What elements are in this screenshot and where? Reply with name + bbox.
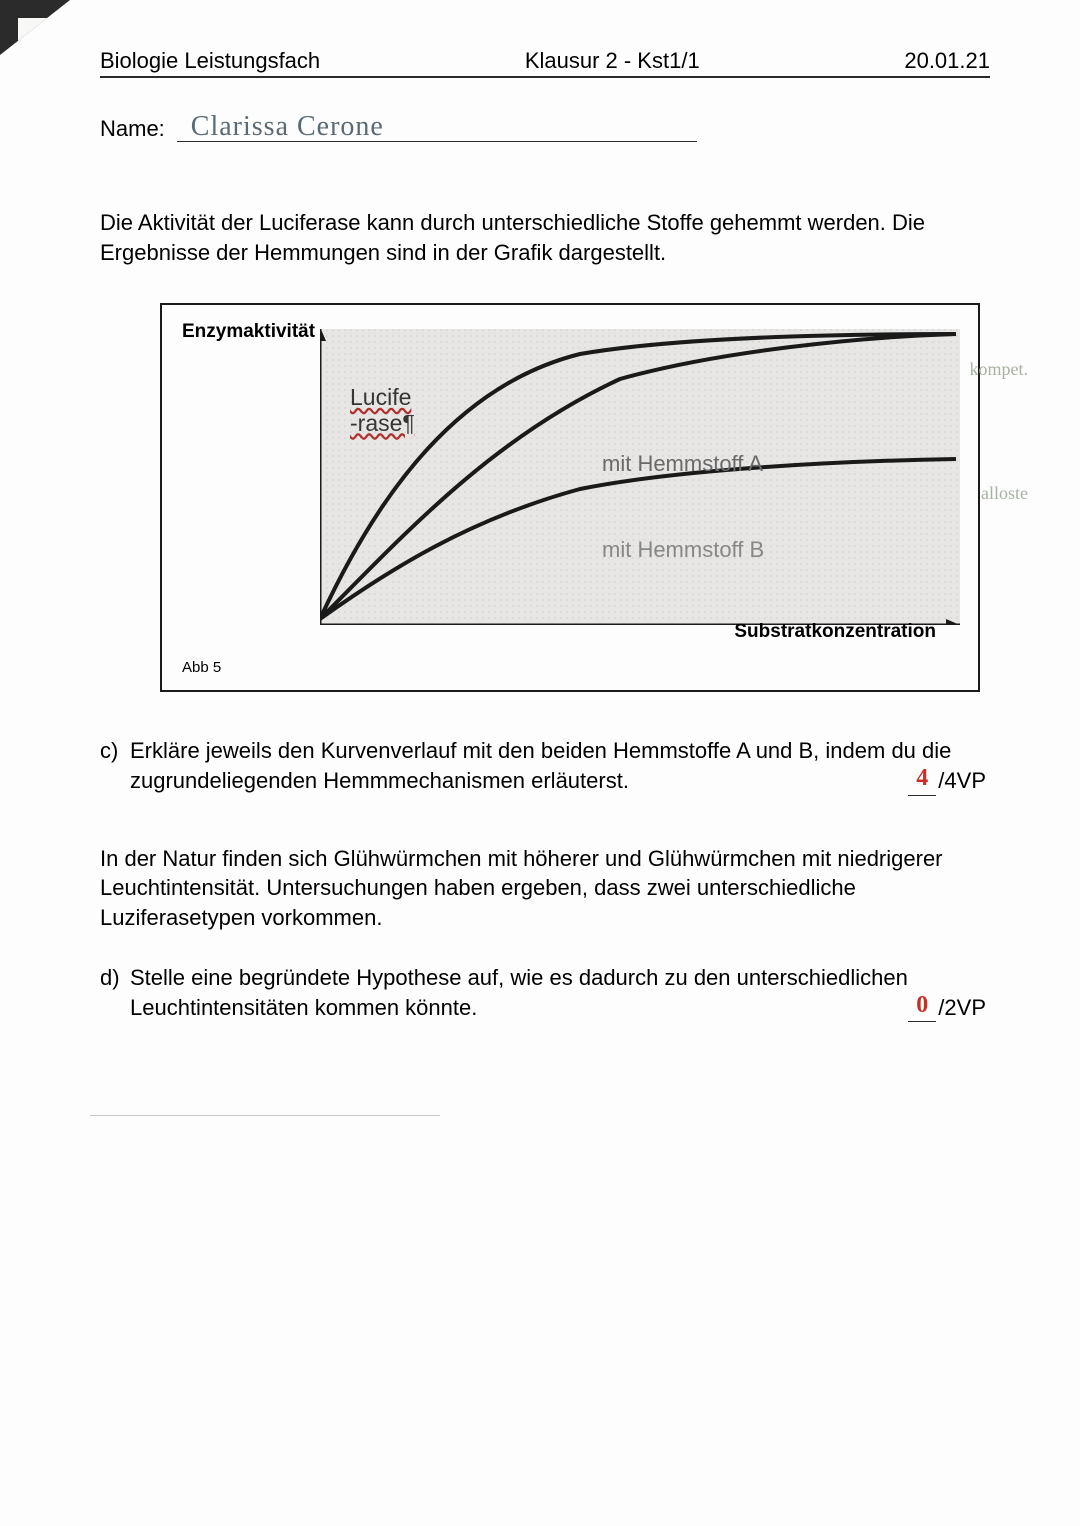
enzyme-label-line1: Lucife <box>350 384 411 410</box>
question-d-text-1: Stelle eine begründete Hypothese auf, wi… <box>130 965 908 990</box>
question-d-score-written: 0 <box>908 989 936 1022</box>
question-c-letter: c) <box>100 736 130 795</box>
question-c-text-1: Erkläre jeweils den Kurvenverlauf mit de… <box>130 738 951 763</box>
student-name-handwritten: Clarissa Cerone <box>191 111 384 143</box>
series-label-a: mit Hemmstoff A <box>602 451 763 477</box>
name-input-line: Clarissa Cerone <box>177 112 697 142</box>
question-c-score-max: /4VP <box>938 766 986 796</box>
page-curl-decoration <box>0 0 70 55</box>
enzyme-label: Lucife -rase¶ <box>350 385 415 436</box>
chart-area: Enzymaktivität Lucife -rase¶ <box>182 323 958 653</box>
header-subject: Biologie Leistungsfach <box>100 48 320 74</box>
name-label: Name: <box>100 116 165 142</box>
header-date: 20.01.21 <box>904 48 990 74</box>
y-axis-label: Enzymaktivität <box>182 321 315 343</box>
intro-paragraph: Die Aktivität der Luciferase kann durch … <box>100 208 990 267</box>
question-c-score: 4 /4VP <box>908 762 986 795</box>
question-d-text-2: Leuchtintensitäten kommen könnte. <box>130 995 477 1020</box>
question-d: d) Stelle eine begründete Hypothese auf,… <box>100 963 990 1022</box>
enzyme-label-line2: -rase¶ <box>350 410 415 436</box>
question-d-body: Stelle eine begründete Hypothese auf, wi… <box>130 963 990 1022</box>
question-d-letter: d) <box>100 963 130 1022</box>
margin-note-kompetitiv: kompet. <box>970 359 1029 380</box>
x-axis-label: Substratkonzentration <box>734 621 936 643</box>
chart-plot <box>320 329 960 625</box>
question-d-score: 0 /2VP <box>908 989 986 1022</box>
figure-number: Abb 5 <box>182 659 958 676</box>
series-label-b: mit Hemmstoff B <box>602 537 764 563</box>
header-title: Klausur 2 - Kst1/1 <box>525 48 700 74</box>
question-c-score-written: 4 <box>908 762 936 795</box>
margin-note-allosterisch: alloste <box>981 483 1028 504</box>
paragraph-2: In der Natur finden sich Glühwürmchen mi… <box>100 844 990 933</box>
question-c-body: Erkläre jeweils den Kurvenverlauf mit de… <box>130 736 990 795</box>
question-d-score-max: /2VP <box>938 993 986 1023</box>
question-c-text-2: zugrundeliegenden Hemmmechanismen erläut… <box>130 768 629 793</box>
chart-svg <box>320 329 960 625</box>
exam-page: Biologie Leistungsfach Klausur 2 - Kst1/… <box>0 0 1080 1526</box>
question-c: c) Erkläre jeweils den Kurvenverlauf mit… <box>100 736 990 795</box>
name-row: Name: Clarissa Cerone <box>100 112 990 142</box>
faint-guideline <box>90 1115 440 1116</box>
y-axis-arrow-icon <box>320 329 326 341</box>
header-row: Biologie Leistungsfach Klausur 2 - Kst1/… <box>100 48 990 78</box>
chart-figure: Enzymaktivität Lucife -rase¶ <box>160 303 980 692</box>
